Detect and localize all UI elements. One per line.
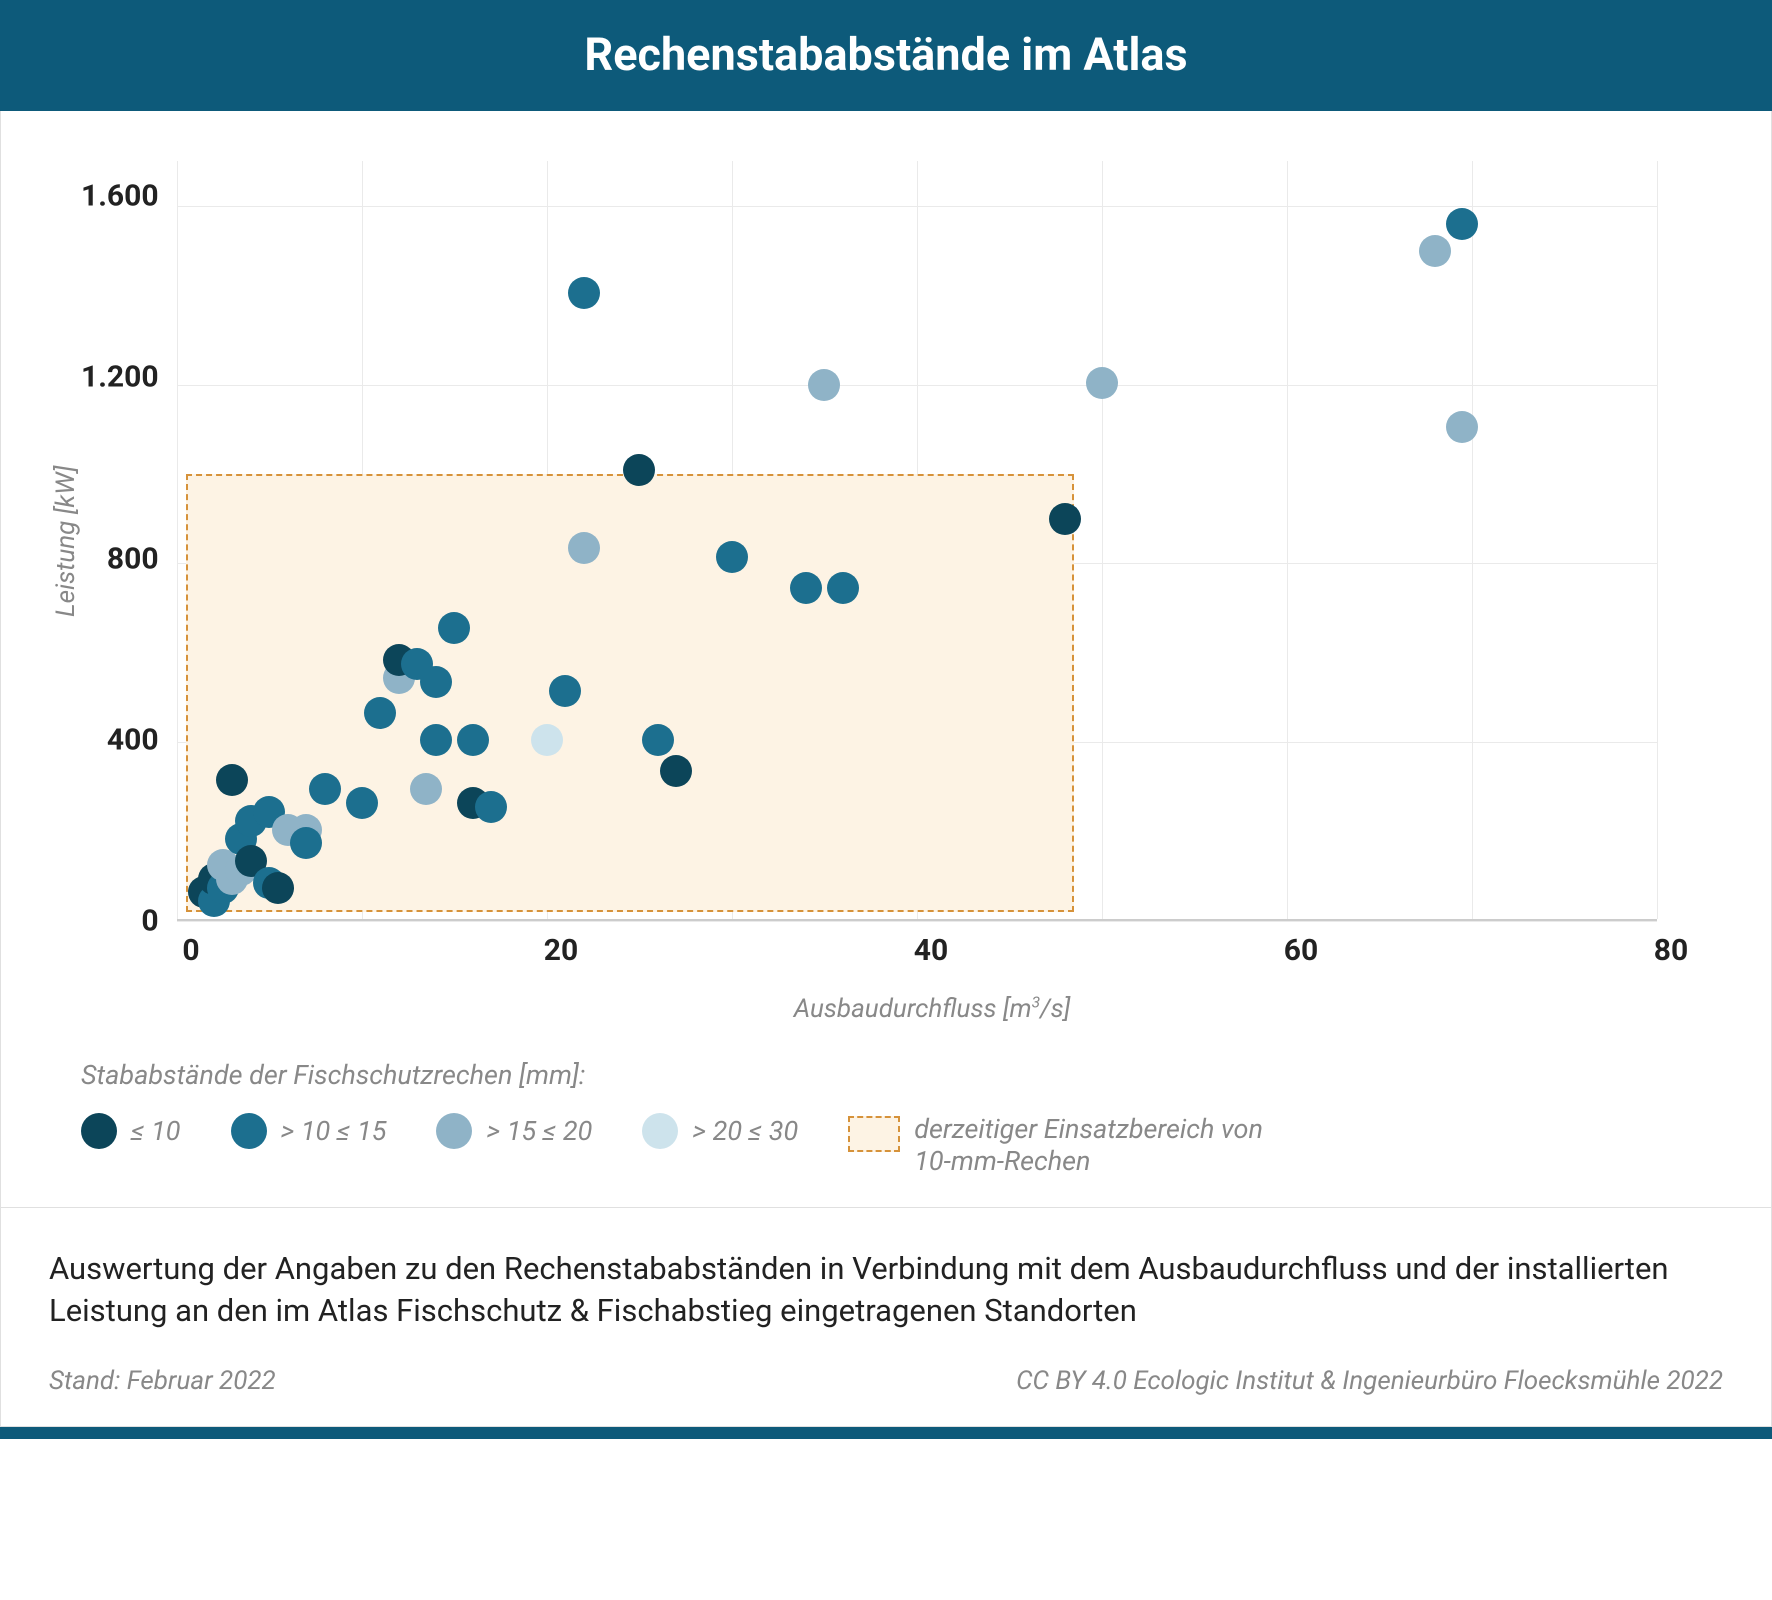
data-point [660, 755, 692, 787]
x-tick: 40 [914, 933, 948, 968]
data-point [568, 532, 600, 564]
data-point [1086, 367, 1118, 399]
x-tick: 0 [182, 933, 199, 968]
y-tick: 1.200 [81, 360, 159, 395]
legend-box-swatch [848, 1116, 900, 1152]
legend-label: > 10 ≤ 15 [281, 1115, 387, 1147]
y-tick: 1.600 [81, 179, 159, 214]
caption-date: Stand: Februar 2022 [49, 1366, 276, 1396]
caption-credit: CC BY 4.0 Ecologic Institut & Ingenieurb… [1016, 1366, 1723, 1396]
data-point [716, 541, 748, 573]
data-point [309, 773, 341, 805]
legend-item: > 10 ≤ 15 [231, 1113, 387, 1149]
legend-label: > 15 ≤ 20 [486, 1115, 592, 1147]
y-tick: 0 [141, 904, 158, 939]
data-point [216, 764, 248, 796]
caption-footer: Stand: Februar 2022 CC BY 4.0 Ecologic I… [49, 1366, 1723, 1396]
chart-card: Rechenstababstände im Atlas Leistung [kW… [0, 0, 1772, 1439]
data-point [420, 724, 452, 756]
legend-title: Stababstände der Fischschutzrechen [mm]: [81, 1059, 1731, 1091]
legend-box-label: derzeitiger Einsatzbereich von 10-mm-Rec… [914, 1113, 1268, 1177]
legend-item-box: derzeitiger Einsatzbereich von 10-mm-Rec… [848, 1113, 1268, 1177]
data-point [364, 697, 396, 729]
caption-block: Auswertung der Angaben zu den Rechenstab… [0, 1207, 1772, 1428]
gridline [1287, 161, 1288, 919]
gridline [1657, 161, 1658, 919]
data-point [410, 773, 442, 805]
data-point [438, 612, 470, 644]
data-point [290, 827, 322, 859]
gridline [1102, 161, 1103, 919]
legend-marker [436, 1113, 472, 1149]
gridline [177, 161, 178, 919]
legend-row: ≤ 10 > 10 ≤ 15 > 15 ≤ 20 > 20 ≤ 30 derzeitig… [81, 1113, 1731, 1177]
scatter-plot [177, 161, 1657, 921]
data-point [642, 724, 674, 756]
data-point [623, 454, 655, 486]
data-point [531, 724, 563, 756]
data-point [1446, 208, 1478, 240]
data-point [475, 791, 507, 823]
y-axis-label: Leistung [kW] [41, 161, 81, 921]
x-tick: 80 [1654, 933, 1688, 968]
legend: Stababstände der Fischschutzrechen [mm]:… [81, 1059, 1731, 1177]
data-point [549, 675, 581, 707]
plot-wrap: Leistung [kW] 1.6001.2008004000 [41, 161, 1731, 921]
y-tick: 400 [107, 722, 159, 757]
data-point [457, 724, 489, 756]
data-point [827, 572, 859, 604]
data-point [1049, 503, 1081, 535]
data-point [808, 369, 840, 401]
legend-marker [81, 1113, 117, 1149]
y-axis-ticks: 1.6001.2008004000 [81, 161, 177, 921]
data-point [262, 872, 294, 904]
gridline [177, 921, 1657, 922]
legend-marker [231, 1113, 267, 1149]
x-axis-label: Ausbaudurchfluss [m3/s] [191, 993, 1673, 1024]
y-tick: 800 [107, 541, 159, 576]
data-point [790, 572, 822, 604]
chart-title: Rechenstababstände im Atlas [0, 0, 1772, 111]
legend-label: ≤ 10 [131, 1115, 181, 1147]
data-point [420, 666, 452, 698]
caption-text: Auswertung der Angaben zu den Rechenstab… [49, 1248, 1723, 1332]
legend-marker [642, 1113, 678, 1149]
chart-area: Leistung [kW] 1.600 1.200 800 400 0 0 20 40 60 8… [0, 111, 1772, 1207]
legend-label: > 20 ≤ 30 [692, 1115, 798, 1147]
legend-item: > 15 ≤ 20 [436, 1113, 592, 1149]
gridline [177, 206, 1657, 207]
x-tick: 20 [544, 933, 578, 968]
data-point [1419, 235, 1451, 267]
gridline [1472, 161, 1473, 919]
data-point [568, 277, 600, 309]
x-tick: 60 [1284, 933, 1318, 968]
legend-item: ≤ 10 [81, 1113, 181, 1149]
x-axis-ticks: 020406080 [191, 933, 1673, 973]
legend-item: > 20 ≤ 30 [642, 1113, 798, 1149]
data-point [1446, 411, 1478, 443]
data-point [346, 787, 378, 819]
gridline [177, 385, 1657, 386]
